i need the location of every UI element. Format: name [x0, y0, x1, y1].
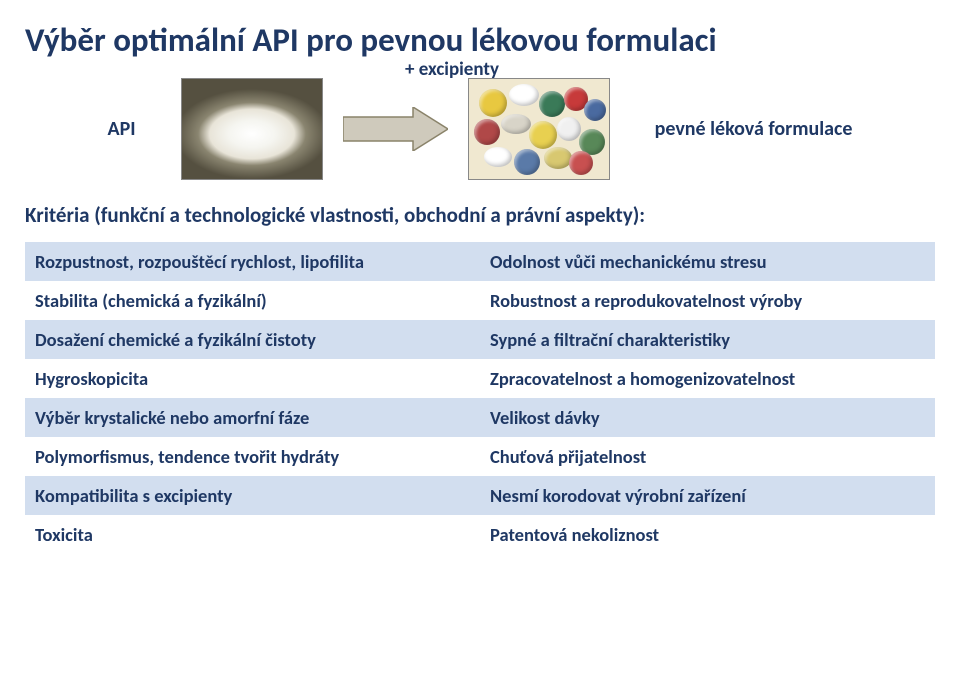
table-row: Stabilita (chemická a fyzikální)Robustno…	[25, 281, 935, 320]
page-title: Výběr optimální API pro pevnou lékovou f…	[25, 20, 935, 60]
arrow-shape	[343, 107, 448, 151]
criteria-cell-right: Chuťová přijatelnost	[480, 437, 935, 476]
criteria-cell-right: Velikost dávky	[480, 398, 935, 437]
criteria-cell-left: Výběr krystalické nebo amorfní fáze	[25, 398, 480, 437]
criteria-cell-left: Rozpustnost, rozpouštěcí rychlost, lipof…	[25, 242, 480, 281]
table-row: Kompatibilita s excipientyNesmí korodova…	[25, 476, 935, 515]
criteria-cell-right: Robustnost a reprodukovatelnost výroby	[480, 281, 935, 320]
criteria-cell-right: Sypné a filtrační charakteristiky	[480, 320, 935, 359]
pill-shape	[509, 84, 539, 106]
pill-shape	[569, 151, 593, 175]
criteria-table: Rozpustnost, rozpouštěcí rychlost, lipof…	[25, 242, 935, 554]
criteria-cell-left: Polymorfismus, tendence tvořit hydráty	[25, 437, 480, 476]
criteria-cell-right: Odolnost vůči mechanickému stresu	[480, 242, 935, 281]
image-row: + excipienty API pevné léková formulace	[25, 78, 935, 180]
pill-shape	[539, 91, 565, 117]
formulace-label: pevné léková formulace	[655, 117, 853, 141]
criteria-cell-right: Patentová nekoliznost	[480, 515, 935, 554]
pill-shape	[479, 89, 507, 117]
arrow-icon	[343, 107, 448, 151]
pill-shape	[514, 149, 540, 175]
table-row: HygroskopicitaZpracovatelnost a homogeni…	[25, 359, 935, 398]
criteria-heading: Kritéria (funkční a technologické vlastn…	[25, 202, 935, 228]
pill-shape	[557, 117, 581, 141]
pill-shape	[584, 99, 606, 121]
pill-shape	[501, 114, 531, 134]
table-row: ToxicitaPatentová nekoliznost	[25, 515, 935, 554]
criteria-cell-left: Stabilita (chemická a fyzikální)	[25, 281, 480, 320]
api-label: API	[108, 117, 136, 141]
criteria-cell-right: Zpracovatelnost a homogenizovatelnost	[480, 359, 935, 398]
criteria-cell-left: Dosažení chemické a fyzikální čistoty	[25, 320, 480, 359]
table-row: Rozpustnost, rozpouštěcí rychlost, lipof…	[25, 242, 935, 281]
pill-shape	[484, 147, 512, 167]
pill-shape	[529, 121, 557, 149]
criteria-cell-left: Hygroskopicita	[25, 359, 480, 398]
criteria-cell-left: Toxicita	[25, 515, 480, 554]
criteria-cell-right: Nesmí korodovat výrobní zařízení	[480, 476, 935, 515]
table-row: Výběr krystalické nebo amorfní fázeVelik…	[25, 398, 935, 437]
pill-shape	[544, 147, 572, 169]
powder-image	[181, 78, 323, 180]
table-row: Polymorfismus, tendence tvořit hydrátyCh…	[25, 437, 935, 476]
pills-image	[468, 78, 610, 180]
table-row: Dosažení chemické a fyzikální čistotySyp…	[25, 320, 935, 359]
pill-shape	[474, 119, 500, 145]
criteria-cell-left: Kompatibilita s excipienty	[25, 476, 480, 515]
